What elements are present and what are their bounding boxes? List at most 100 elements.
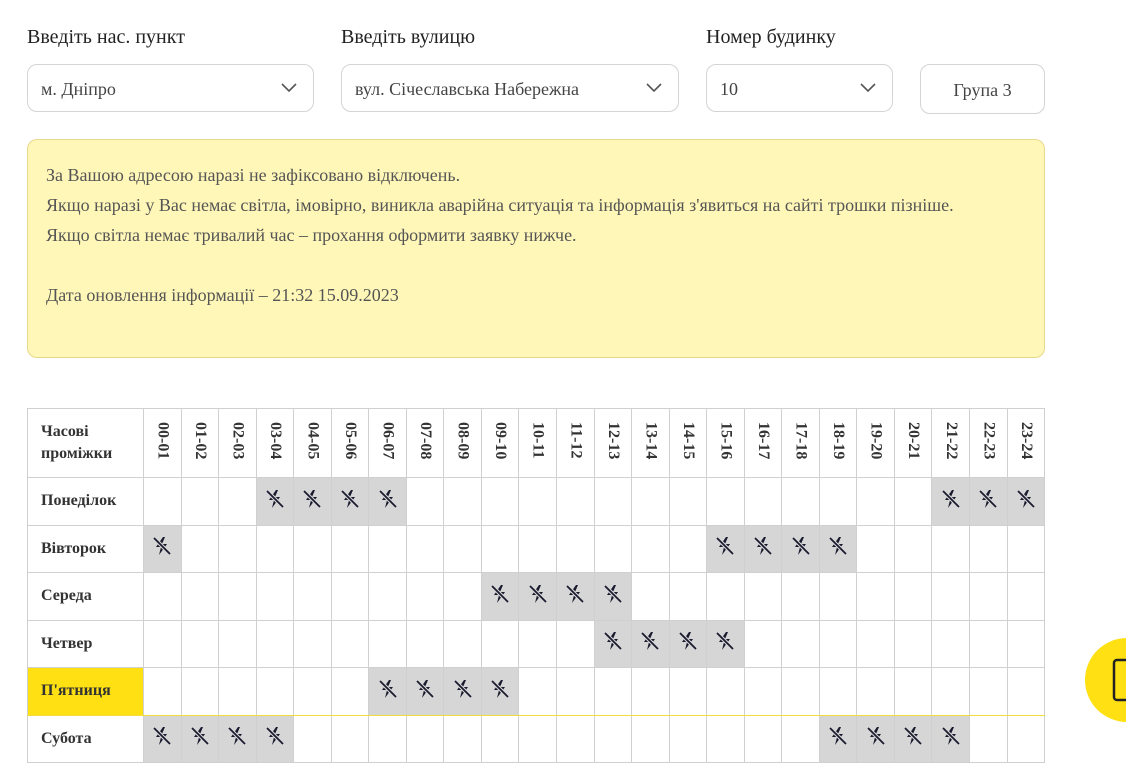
hour-label: 09-10 (492, 421, 510, 460)
no-power-icon (716, 631, 735, 651)
hour-cell (668, 667, 708, 716)
city-select[interactable]: м. Дніпро (27, 64, 314, 112)
day-row: Вівторок (27, 524, 1046, 573)
hour-cell (706, 667, 745, 716)
hour-cell (706, 714, 745, 763)
hour-cell (593, 572, 633, 621)
hour-label: 16-17 (755, 421, 773, 460)
hour-cell (743, 524, 783, 573)
hour-cell (143, 572, 182, 621)
hour-cell (180, 714, 220, 763)
hour-cell (293, 667, 332, 716)
hour-cell (668, 619, 708, 668)
hour-cell (856, 477, 895, 526)
no-power-icon (603, 584, 623, 604)
hour-cell (818, 572, 858, 621)
hour-cell (593, 619, 633, 668)
hour-cell (668, 524, 708, 573)
hour-label: 21-22 (942, 421, 960, 460)
hour-cell (969, 572, 1008, 621)
hour-label: 04-05 (304, 421, 322, 460)
hour-cell (856, 667, 895, 716)
hour-cell (443, 572, 482, 621)
no-power-icon (453, 679, 473, 699)
hour-cell (330, 667, 370, 716)
hour-cell (781, 667, 820, 716)
hour-header: 23-24 (1006, 408, 1046, 478)
hour-cell (255, 619, 295, 668)
no-power-icon (340, 489, 360, 509)
hour-cell (143, 524, 182, 573)
hour-cell (405, 477, 445, 526)
day-label: Понеділок (27, 477, 144, 526)
hour-cell (293, 619, 332, 668)
hour-cell (1006, 524, 1046, 573)
hour-label: 10-11 (529, 422, 547, 459)
hour-cell (893, 572, 933, 621)
no-power-icon (528, 584, 548, 604)
day-label: Вівторок (27, 524, 144, 573)
hour-cell (143, 619, 182, 668)
hour-cell (218, 714, 257, 763)
no-power-icon (941, 726, 961, 746)
hour-cell (743, 667, 783, 716)
hour-cell (1006, 714, 1046, 763)
hour-cell (781, 477, 820, 526)
hour-cell (743, 477, 783, 526)
street-select[interactable]: вул. Січеславська Набережна (341, 64, 679, 112)
floating-button[interactable] (1085, 638, 1126, 722)
hour-cell (293, 477, 332, 526)
day-row: Субота (27, 714, 1046, 763)
hour-cell (743, 714, 783, 763)
header-row: Часові проміжки 00-01 01-02 02-03 03-04 04-05… (27, 408, 1046, 478)
no-power-icon (753, 536, 773, 556)
hour-cell (931, 667, 971, 716)
hour-cell (969, 667, 1008, 716)
hour-cell (969, 477, 1008, 526)
hour-cell (405, 572, 445, 621)
hour-cell (668, 477, 708, 526)
hour-cell (143, 667, 182, 716)
day-label: Субота (27, 714, 144, 763)
hour-cell (631, 619, 670, 668)
hour-cell (143, 477, 182, 526)
phone-icon (1112, 658, 1126, 702)
hour-header: 07-08 (405, 408, 445, 478)
group-button[interactable]: Група 3 (920, 64, 1045, 114)
hour-cell (781, 524, 820, 573)
no-power-icon (378, 679, 397, 699)
hour-cell (518, 619, 558, 668)
hour-cell (556, 619, 595, 668)
schedule-table: Часові проміжки 00-01 01-02 02-03 03-04 04-05… (27, 408, 1046, 763)
house-select[interactable]: 10 (706, 64, 893, 112)
hour-header: 13-14 (631, 408, 670, 478)
hour-cell (969, 619, 1008, 668)
hour-cell (480, 477, 520, 526)
hour-cell (180, 524, 220, 573)
hour-cell (893, 619, 933, 668)
chevron (646, 83, 662, 93)
hour-header: 19-20 (856, 408, 895, 478)
day-row: П'ятниця (27, 667, 1046, 716)
hour-cell (743, 572, 783, 621)
hour-cell (893, 714, 933, 763)
notice-line: За Вашою адресою наразі не зафіксовано в… (46, 165, 461, 185)
hour-label: 06-07 (379, 421, 397, 460)
hour-cell (818, 619, 858, 668)
hour-cell (668, 572, 708, 621)
hour-header: 01-02 (180, 408, 220, 478)
hour-cell (218, 667, 257, 716)
hour-header: 00-01 (143, 408, 182, 478)
hour-header: 20-21 (893, 408, 933, 478)
hour-cell (1006, 619, 1046, 668)
day-row: Понеділок (27, 477, 1046, 526)
hour-cell (856, 619, 895, 668)
hour-cell (706, 477, 745, 526)
hour-header: 16-17 (743, 408, 783, 478)
header-corner: Часові проміжки (27, 408, 144, 478)
hour-cell (631, 524, 670, 573)
chevron (860, 83, 876, 93)
hour-cell (480, 667, 520, 716)
hour-cell (1006, 572, 1046, 621)
